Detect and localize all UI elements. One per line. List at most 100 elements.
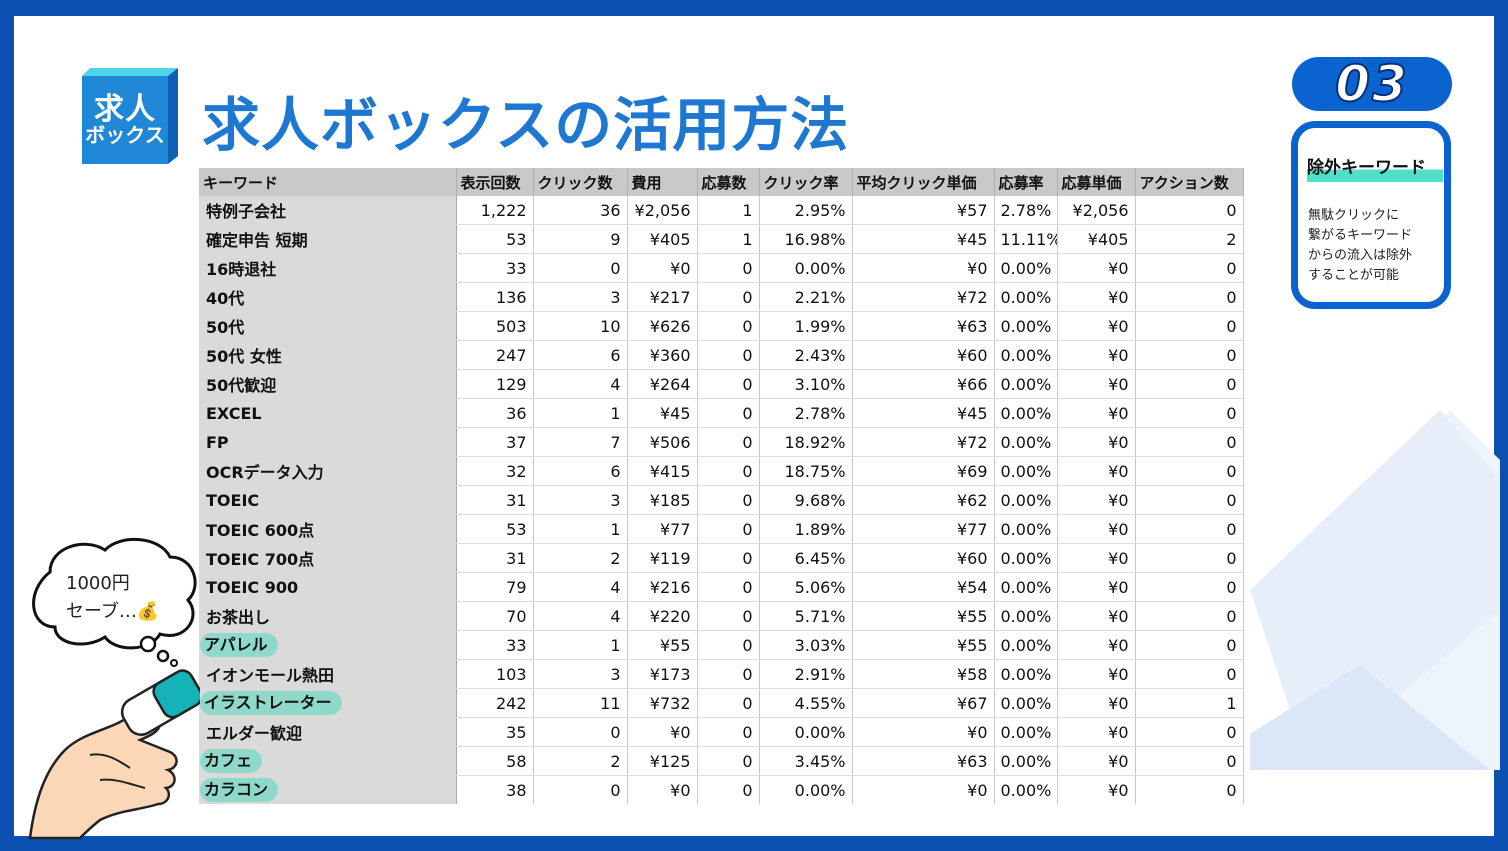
table-cell: 3.03%	[759, 630, 853, 660]
table-cell: ¥0	[627, 717, 698, 747]
table-cell: ¥0	[627, 775, 698, 804]
table-cell: 0	[697, 456, 760, 486]
keyword-text: TOEIC	[206, 490, 260, 510]
keyword-cell: アパレル	[199, 630, 457, 660]
table-cell: 103	[456, 659, 534, 689]
table-header-row: キーワード 表示回数 クリック数 費用 応募数 クリック率 平均クリック単価 応募率 応募単価ア…	[199, 168, 1244, 196]
keyword-text: TOEIC 900	[206, 577, 299, 597]
table-cell: ¥173	[627, 659, 698, 689]
table-cell: 0	[1135, 775, 1244, 804]
side-note-box: 除外キーワード 無駄クリックに 繋がるキーワード からの流入は除外 することが可…	[1291, 121, 1451, 309]
thought-bubble-text: 1000円 セーブ…💰	[66, 573, 160, 622]
table-cell: 242	[456, 688, 534, 718]
highlighted-keyword: カフェ	[200, 749, 263, 773]
table-cell: ¥69	[852, 456, 995, 486]
highlighted-keyword: カラコン	[200, 778, 279, 802]
table-cell: 1	[533, 630, 628, 660]
column-header: キーワード	[199, 168, 457, 196]
table-cell: 0	[697, 311, 760, 341]
table-cell: ¥2,056	[1057, 196, 1136, 225]
table-cell: ¥0	[1057, 630, 1136, 660]
decorative-diamonds	[1250, 410, 1500, 770]
table-cell: 0	[1135, 282, 1244, 312]
table-cell: ¥732	[627, 688, 698, 718]
table-cell: 3	[533, 282, 628, 312]
table-cell: 129	[456, 369, 534, 399]
table-cell: 0	[697, 485, 760, 515]
table-cell: 503	[456, 311, 534, 341]
table-cell: ¥405	[1057, 224, 1136, 254]
table-cell: 0	[1135, 311, 1244, 341]
hand-eraser-icon	[28, 669, 200, 840]
table-cell: 0	[1135, 253, 1244, 283]
table-cell: 0.00%	[994, 543, 1058, 573]
keyword-text: 16時退社	[206, 260, 277, 279]
table-cell: ¥45	[852, 398, 995, 428]
table-cell: 0	[697, 514, 760, 544]
table-row: カラコン 38 0 ¥0 0 0.00% ¥0 0.00% ¥0 0	[199, 775, 1244, 804]
table-cell: 2.21%	[759, 282, 853, 312]
table-cell: 0	[697, 282, 760, 312]
table-cell: ¥0	[1057, 717, 1136, 747]
table-cell: 2.78%	[759, 398, 853, 428]
table-cell: 2	[533, 746, 628, 776]
table-row: 50代歓迎 129 4 ¥264 0 3.10% ¥66 0.00% ¥0 0	[199, 369, 1244, 399]
table-cell: ¥0	[1057, 601, 1136, 631]
table-cell: 0	[1135, 485, 1244, 515]
table-cell: ¥0	[1057, 398, 1136, 428]
table-cell: 1	[533, 514, 628, 544]
table-cell: ¥55	[852, 630, 995, 660]
table-cell: 0	[697, 369, 760, 399]
table-cell: 0	[533, 717, 628, 747]
table-cell: 0.00%	[994, 398, 1058, 428]
logo-text-line2: ボックス	[85, 123, 165, 148]
column-header: クリック数	[533, 168, 628, 196]
table-cell: 11	[533, 688, 628, 718]
table-cell: 0	[1135, 746, 1244, 776]
table-cell: 18.92%	[759, 427, 853, 457]
table-cell: ¥0	[852, 717, 995, 747]
side-note-text: 無駄クリックに 繋がるキーワード からの流入は除外 することが可能	[1308, 208, 1413, 283]
table-cell: ¥55	[852, 601, 995, 631]
table-cell: 3.45%	[759, 746, 853, 776]
table-cell: 0	[697, 775, 760, 804]
table-cell: ¥77	[852, 514, 995, 544]
table-cell: ¥0	[1057, 746, 1136, 776]
table-cell: 0.00%	[994, 485, 1058, 515]
table-cell: ¥216	[627, 572, 698, 602]
table-cell: 0.00%	[994, 311, 1058, 341]
logo-cube-icon	[82, 68, 178, 164]
table-cell: 0	[697, 601, 760, 631]
table-cell: 0	[697, 630, 760, 660]
keyword-text: 50代 女性	[206, 347, 282, 366]
table-cell: ¥60	[852, 340, 995, 370]
keyword-text: EXCEL	[206, 403, 262, 423]
table-cell: 1	[1135, 688, 1244, 718]
table-cell: 0.00%	[994, 456, 1058, 486]
table-cell: ¥0	[1057, 369, 1136, 399]
table-cell: ¥0	[1057, 282, 1136, 312]
table-cell: 1	[533, 398, 628, 428]
table-cell: ¥72	[852, 282, 995, 312]
keyword-cell: 16時退社	[199, 253, 457, 283]
table-cell: 0.00%	[994, 282, 1058, 312]
table-cell: 2	[1135, 224, 1244, 254]
table-cell: ¥57	[852, 196, 995, 225]
table-cell: 4.55%	[759, 688, 853, 718]
table-cell: 18.75%	[759, 456, 853, 486]
table-cell: 31	[456, 543, 534, 573]
table-cell: 0.00%	[994, 746, 1058, 776]
keyword-cell: 50代	[199, 311, 457, 341]
table-cell: ¥63	[852, 311, 995, 341]
table-cell: 0	[533, 253, 628, 283]
table-row: EXCEL 36 1 ¥45 0 2.78% ¥45 0.00% ¥0 0	[199, 398, 1244, 428]
table-cell: 16.98%	[759, 224, 853, 254]
table-cell: 5.06%	[759, 572, 853, 602]
table-cell: ¥66	[852, 369, 995, 399]
table-cell: 0	[1135, 659, 1244, 689]
keyword-cell: TOEIC	[199, 485, 457, 515]
table-cell: 35	[456, 717, 534, 747]
table-cell: 0	[1135, 340, 1244, 370]
table-cell: 0.00%	[759, 253, 853, 283]
table-cell: 0.00%	[994, 775, 1058, 804]
